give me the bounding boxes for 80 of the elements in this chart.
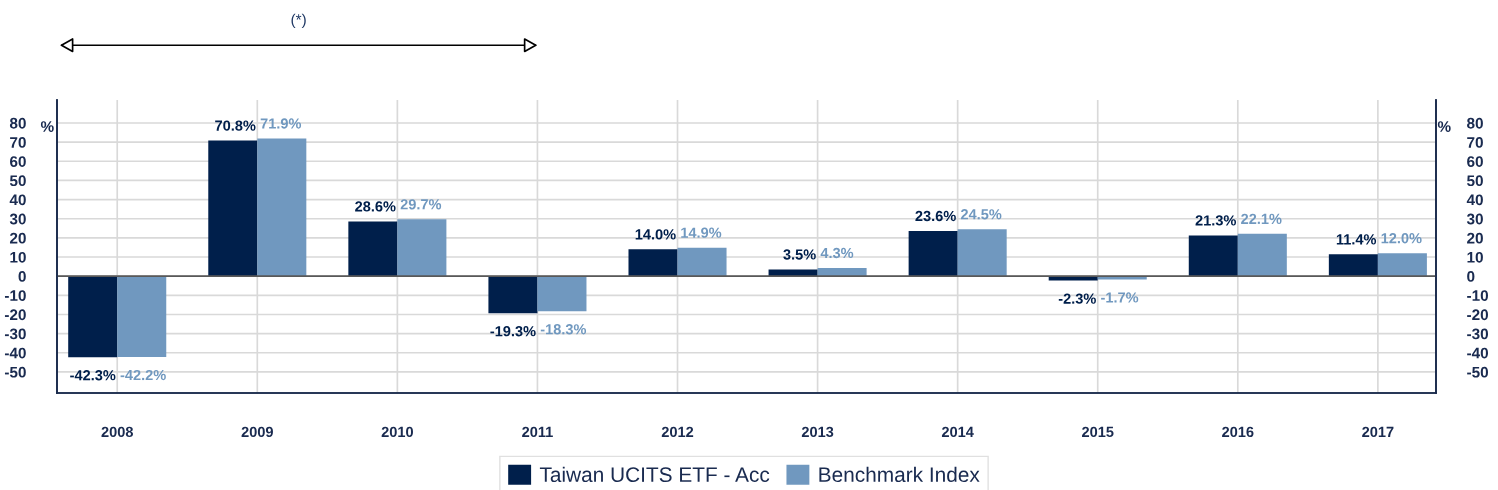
y2-tick-label: 20: [1467, 232, 1483, 244]
y-tick-label: -30: [4, 328, 26, 340]
bar: [957, 229, 1007, 277]
x-tick-label: 2017: [1362, 426, 1394, 438]
bar: [208, 140, 258, 277]
y2-tick-label: 60: [1467, 156, 1483, 167]
x-tick-label: 2014: [941, 426, 974, 438]
y2-tick-label: 30: [1466, 213, 1483, 225]
data-label: 3.5%: [783, 249, 816, 260]
bar: [257, 138, 307, 277]
x-tick-label: 2010: [381, 426, 413, 438]
bar: [908, 230, 958, 277]
bar: [117, 276, 167, 357]
legend-label: Taiwan UCITS ETF - Acc: [539, 466, 770, 483]
x-tick-label: 2008: [101, 426, 134, 438]
x-tick-label: 2009: [241, 426, 273, 438]
bar: [628, 249, 678, 277]
x-tick-label: 2013: [801, 426, 834, 438]
bar: [348, 221, 398, 277]
y-tick-label: 0: [18, 271, 26, 282]
y-tick-label: -50: [4, 366, 26, 378]
x-tick-label: 2012: [661, 426, 694, 438]
text: (*): [291, 13, 306, 28]
data-label: 14.0%: [635, 229, 676, 240]
data-label: -42.2%: [120, 369, 166, 381]
y2-tick-label: -20: [1467, 309, 1489, 321]
y-tick-label: -40: [4, 347, 26, 359]
y2-tick-label: 50: [1467, 175, 1483, 187]
bar: [677, 247, 727, 277]
y-tick-label: 10: [10, 251, 26, 263]
y2-tick-label: -30: [1467, 328, 1489, 340]
x-tick-label: 2016: [1222, 426, 1254, 438]
data-label: 11.4%: [1336, 234, 1377, 245]
y-tick-label: 40: [9, 194, 26, 206]
legend-label: Benchmark Index: [819, 466, 980, 483]
bar: [1188, 235, 1238, 277]
data-label: 28.6%: [355, 201, 396, 212]
data-label: -42.3%: [70, 370, 116, 381]
y2-tick-label: 0: [1467, 271, 1475, 282]
data-label: -2.3%: [1058, 293, 1096, 304]
y-axis-title: %: [40, 121, 54, 132]
y-tick-label: -10: [4, 290, 26, 302]
data-label: 70.8%: [215, 120, 256, 131]
y2-tick-label: 40: [1466, 194, 1483, 206]
bar: [1237, 233, 1287, 277]
data-label: -19.3%: [490, 326, 536, 337]
y-tick-label: 60: [10, 156, 26, 167]
y2-tick-label: -10: [1467, 290, 1489, 302]
y-tick-label: -20: [4, 309, 26, 321]
bar: [1328, 254, 1378, 277]
y2-axis-title: %: [1437, 121, 1451, 132]
y-tick-label: 20: [9, 232, 26, 244]
y2-tick-label: 80: [1467, 117, 1483, 129]
y-tick-label: 80: [9, 117, 26, 129]
data-label: 14.9%: [681, 227, 722, 238]
y2-tick-label: 70: [1467, 137, 1483, 148]
data-label: 29.7%: [400, 199, 442, 210]
bar: [1048, 276, 1098, 281]
data-label: -1.7%: [1101, 292, 1139, 303]
bar: [537, 276, 587, 312]
x-tick-label: 2015: [1082, 426, 1114, 438]
bar: [1377, 253, 1427, 277]
bar: [68, 276, 118, 358]
bar: [397, 219, 447, 277]
data-label: 12.0%: [1381, 233, 1422, 244]
y2-tick-label: 10: [1467, 251, 1483, 263]
data-label: 4.3%: [820, 247, 854, 259]
data-label: 22.1%: [1241, 213, 1282, 224]
data-label: 21.3%: [1195, 215, 1237, 226]
data-label: 23.6%: [915, 210, 956, 222]
y2-tick-label: -40: [1467, 347, 1489, 359]
y-tick-label: 50: [9, 175, 26, 187]
y-tick-label: 70: [10, 137, 26, 148]
data-label: -18.3%: [540, 324, 587, 335]
bar: [488, 276, 538, 314]
data-label: 24.5%: [960, 209, 1002, 220]
y-tick-label: 30: [9, 213, 26, 225]
data-label: 71.9%: [260, 118, 302, 129]
y2-tick-label: -50: [1467, 366, 1489, 378]
x-tick-label: 2011: [522, 426, 553, 438]
